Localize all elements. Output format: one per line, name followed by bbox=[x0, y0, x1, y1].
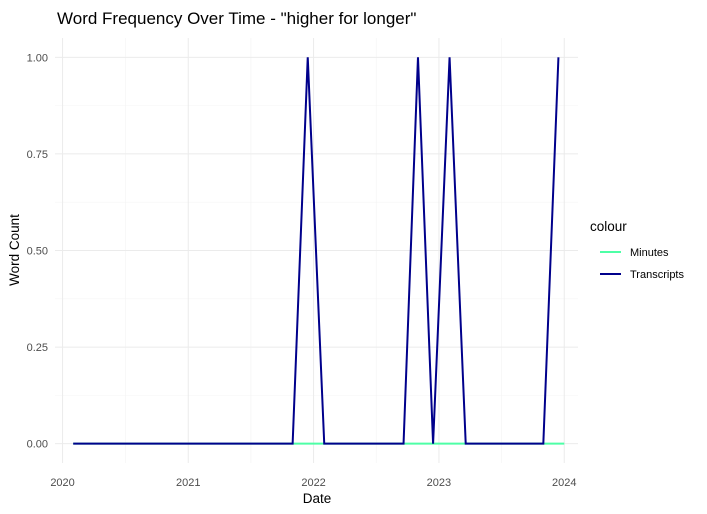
series-line-transcripts bbox=[73, 57, 560, 445]
plot-series bbox=[73, 57, 565, 445]
legend: colour Minutes Transcripts bbox=[590, 219, 684, 281]
legend-label: Minutes bbox=[630, 247, 669, 259]
x-tick-label: 2021 bbox=[176, 477, 200, 489]
x-axis-title: Date bbox=[303, 491, 332, 506]
x-tick-label: 2020 bbox=[50, 477, 74, 489]
x-tick-label: 2024 bbox=[552, 477, 576, 489]
y-tick-label: 0.00 bbox=[27, 439, 48, 451]
y-tick-label: 0.25 bbox=[27, 342, 48, 354]
legend-label: Transcripts bbox=[630, 269, 684, 281]
plot-grid bbox=[55, 38, 578, 463]
x-tick-label: 2023 bbox=[427, 477, 451, 489]
y-axis-ticks: 0.00 0.25 0.50 0.75 1.00 bbox=[27, 52, 48, 450]
y-tick-label: 0.75 bbox=[27, 149, 48, 161]
legend-items: Minutes Transcripts bbox=[600, 247, 684, 281]
y-tick-label: 0.50 bbox=[27, 246, 48, 258]
legend-title: colour bbox=[590, 219, 627, 234]
y-tick-label: 1.00 bbox=[27, 52, 48, 64]
x-tick-label: 2022 bbox=[301, 477, 325, 489]
chart-title: Word Frequency Over Time - "higher for l… bbox=[57, 9, 416, 28]
x-axis-ticks: 2020 2021 2022 2023 2024 bbox=[50, 477, 576, 489]
y-axis-title: Word Count bbox=[7, 214, 22, 286]
